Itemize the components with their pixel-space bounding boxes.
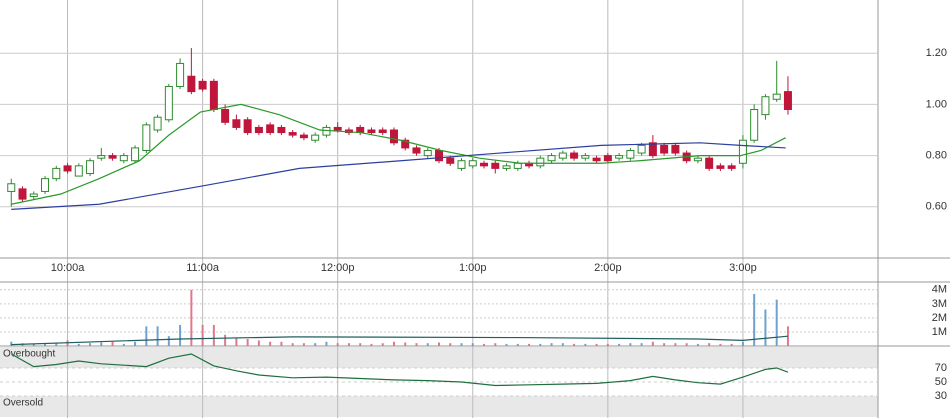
candle-body — [243, 119, 252, 134]
x-tick-label: 10:00a — [51, 262, 86, 274]
candle-body — [333, 126, 342, 131]
y-tick-label: 30 — [935, 390, 947, 402]
candle-body — [513, 162, 522, 169]
candle-body — [74, 165, 83, 177]
candle-body — [761, 96, 770, 116]
candle-body — [311, 134, 320, 141]
candle-body — [536, 157, 545, 167]
candle-body — [322, 126, 331, 136]
y-tick-label: 50 — [935, 376, 947, 388]
candle-body — [131, 147, 140, 162]
candle-body — [435, 149, 443, 162]
candle-body — [468, 160, 477, 167]
candle-body — [187, 75, 196, 93]
x-tick-label: 11:00a — [186, 262, 220, 274]
candle-body — [558, 152, 567, 159]
candle-body — [367, 129, 376, 134]
candle-body — [356, 126, 365, 134]
candle-body — [570, 152, 579, 159]
candle-body — [232, 119, 241, 128]
candle-body — [119, 155, 128, 162]
candle-body — [603, 155, 612, 162]
candle-body — [615, 155, 624, 159]
candle-body — [41, 178, 50, 192]
y-tick-label: 3M — [932, 298, 947, 310]
candle-body — [423, 149, 432, 157]
candle-body — [209, 80, 218, 111]
candle-body — [457, 160, 466, 169]
candle-body — [277, 126, 286, 134]
candle-body — [389, 129, 398, 144]
band-label: Overbought — [3, 349, 55, 360]
candle-body — [502, 165, 511, 169]
candle-body — [266, 124, 275, 134]
line-series — [11, 103, 786, 205]
candle-body — [108, 155, 117, 159]
band-label: Oversold — [3, 398, 43, 409]
band — [0, 396, 878, 417]
candle-body — [221, 109, 230, 123]
y-tick-label: 0.60 — [926, 201, 947, 213]
y-tick-label: 1.00 — [926, 98, 947, 110]
candle-body — [772, 93, 781, 100]
x-tick-label: 12:00p — [321, 262, 355, 274]
line-series — [11, 335, 789, 346]
candle-body — [693, 157, 702, 162]
line-series — [10, 353, 789, 387]
y-tick-label: 70 — [935, 362, 947, 374]
candle-body — [52, 167, 61, 180]
candle-body — [254, 126, 263, 134]
candle-body — [29, 193, 38, 198]
candle-body — [86, 160, 95, 175]
candle-body — [401, 139, 410, 149]
candle-body — [18, 188, 27, 200]
candle-body — [671, 144, 680, 154]
candle-body — [705, 157, 714, 169]
y-tick-label: 2M — [932, 312, 947, 324]
candle-body — [738, 139, 747, 164]
candle-body — [164, 85, 173, 121]
line-series — [11, 142, 786, 210]
candle-body — [547, 155, 556, 162]
candle-body — [727, 165, 736, 169]
x-tick-label: 1:00p — [459, 262, 487, 274]
candle-body — [446, 157, 455, 164]
candle-body — [378, 129, 387, 134]
candle-body — [7, 183, 16, 192]
candle-body — [480, 162, 489, 167]
candle-body — [626, 149, 635, 159]
candle-body — [299, 134, 308, 139]
candle-body — [288, 132, 297, 136]
candle-body — [176, 62, 185, 87]
candle-body — [581, 155, 590, 159]
candle-body — [97, 155, 106, 159]
y-tick-label: 1M — [932, 326, 947, 338]
candle-body — [716, 165, 725, 169]
candle-body — [153, 116, 162, 131]
candle-body — [63, 165, 72, 172]
candle-body — [750, 109, 759, 141]
y-tick-label: 0.80 — [926, 150, 947, 162]
candle-body — [592, 157, 601, 162]
candle-body — [491, 162, 500, 169]
y-tick-label: 4M — [932, 284, 947, 296]
candle-body — [648, 142, 657, 157]
candle-body — [198, 80, 207, 90]
candle-body — [783, 91, 792, 111]
band — [0, 347, 878, 368]
candle-body — [142, 124, 151, 151]
candle-body — [412, 147, 421, 154]
x-tick-label: 3:00p — [729, 262, 757, 274]
x-tick-label: 2:00p — [594, 262, 622, 274]
candle-body — [660, 144, 669, 154]
y-tick-label: 1.20 — [926, 47, 947, 59]
candle-body — [637, 144, 646, 154]
